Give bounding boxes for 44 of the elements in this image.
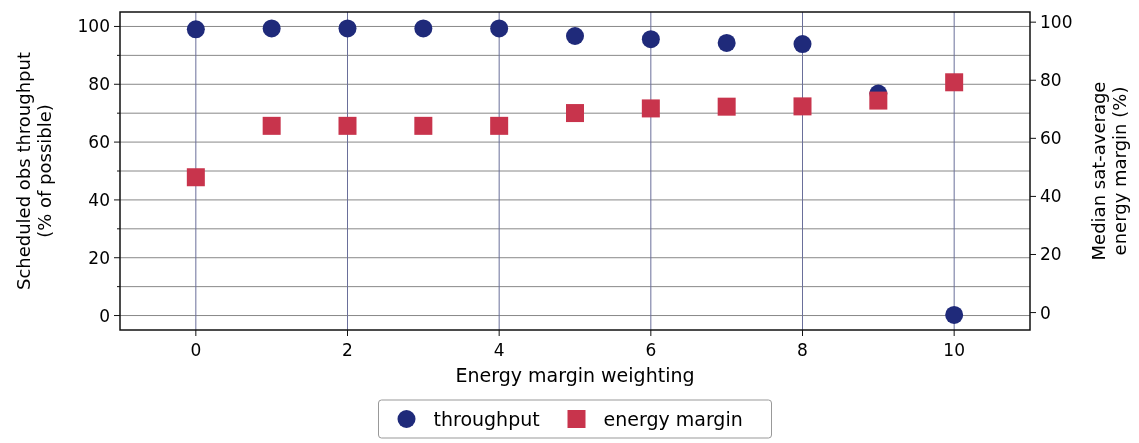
point — [262, 116, 281, 135]
point — [793, 35, 812, 54]
point — [641, 30, 660, 49]
y2-tick-label: 80 — [1040, 70, 1062, 91]
point — [338, 19, 357, 38]
point — [414, 116, 433, 135]
point — [945, 73, 964, 92]
y-tick-label: 40 — [88, 189, 110, 210]
point — [566, 104, 584, 123]
y2-tick-label: 0 — [1040, 302, 1051, 323]
y2-tick-label: 100 — [1040, 12, 1073, 33]
point — [186, 20, 205, 39]
y2-tick-label: 40 — [1040, 186, 1062, 207]
y2-axis-title: Median sat-average energy margin (%) — [1088, 81, 1130, 261]
point — [490, 116, 509, 135]
point — [793, 97, 812, 116]
point — [338, 116, 357, 135]
point — [186, 168, 205, 187]
x-tick-label: 4 — [493, 340, 505, 360]
x-tick-label: 6 — [645, 340, 657, 360]
point — [262, 19, 281, 38]
y2-tick-label: 60 — [1040, 128, 1062, 149]
y-tick-label: 80 — [88, 74, 110, 95]
x-tick-label: 2 — [342, 340, 353, 360]
y-tick-label: 0 — [99, 305, 110, 326]
y-axis-title: Scheduled obs throughput (% of possible) — [13, 51, 55, 291]
point — [717, 33, 736, 52]
point — [566, 26, 584, 45]
y-tick-label: 20 — [88, 247, 110, 268]
point — [490, 19, 509, 38]
x-tick-label: 0 — [190, 340, 202, 360]
point — [945, 305, 964, 324]
legend-label: throughput — [433, 408, 540, 430]
point — [414, 19, 433, 38]
y2-tick-label: 20 — [1040, 244, 1062, 265]
point — [641, 99, 660, 118]
x-axis-title: Energy margin weighting — [455, 364, 695, 386]
y-tick-label: 100 — [77, 16, 110, 37]
legend-label: energy margin — [603, 408, 743, 430]
y-tick-label: 60 — [88, 132, 110, 153]
point — [869, 91, 888, 110]
x-tick-label: 8 — [797, 340, 808, 360]
point — [717, 97, 736, 116]
x-tick-label: 10 — [943, 340, 965, 360]
